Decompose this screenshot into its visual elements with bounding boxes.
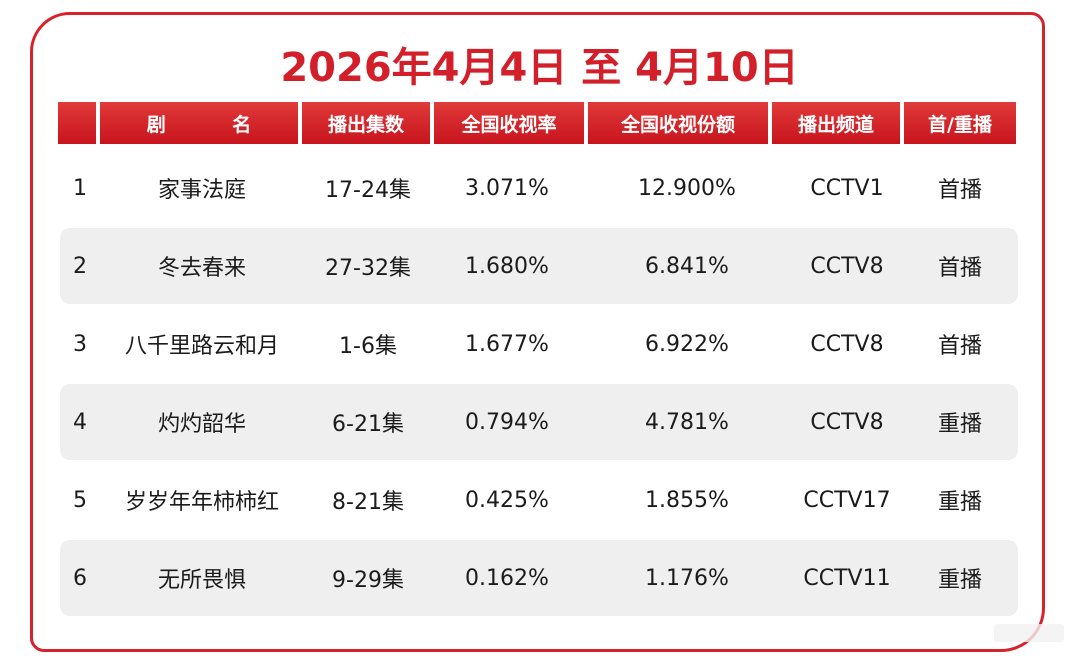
cell-rating: 0.425% xyxy=(465,487,549,513)
cell-share: 12.900% xyxy=(638,175,736,201)
header-rating: 全国收视率 xyxy=(434,102,584,144)
header-name: 剧 名 xyxy=(100,102,298,144)
cell-rank: 4 xyxy=(73,409,87,435)
cell-rating: 1.680% xyxy=(465,253,549,279)
page-title: 2026年4月4日 至 4月10日 xyxy=(280,45,799,91)
cell-rank: 1 xyxy=(73,175,87,201)
cell-name: 无所畏惧 xyxy=(157,568,246,593)
cell-channel: CCTV8 xyxy=(810,331,884,357)
table-row: 3 八千里路云和月 1-6集 1.677% 6.922% CCTV8 首播 xyxy=(60,306,1018,382)
cell-type: 重播 xyxy=(937,568,982,593)
table-body: 1 家事法庭 17-24集 3.071% 12.900% CCTV1 首播 2 … xyxy=(60,150,1018,618)
cell-channel: CCTV11 xyxy=(803,565,891,591)
cell-share: 6.922% xyxy=(645,331,729,357)
cell-rank: 2 xyxy=(73,253,87,279)
watermark xyxy=(994,624,1064,642)
cell-type: 首播 xyxy=(937,334,982,359)
cell-type: 重播 xyxy=(937,490,982,515)
header-episodes: 播出集数 xyxy=(302,102,430,144)
cell-name: 八千里路云和月 xyxy=(124,334,279,359)
cell-rating: 3.071% xyxy=(465,175,549,201)
cell-rank: 5 xyxy=(73,487,87,513)
cell-name: 灼灼韶华 xyxy=(157,412,246,437)
cell-episodes: 9-29集 xyxy=(332,568,404,593)
cell-rank: 3 xyxy=(73,331,87,357)
cell-episodes: 1-6集 xyxy=(339,334,397,359)
header-type: 首/重播 xyxy=(904,102,1016,144)
cell-channel: CCTV1 xyxy=(810,175,884,201)
cell-episodes: 27-32集 xyxy=(325,256,411,281)
cell-rating: 1.677% xyxy=(465,331,549,357)
cell-channel: CCTV17 xyxy=(803,487,891,513)
header-share: 全国收视份额 xyxy=(588,102,768,144)
cell-name: 家事法庭 xyxy=(157,178,246,203)
table-row: 1 家事法庭 17-24集 3.071% 12.900% CCTV1 首播 xyxy=(60,150,1018,226)
cell-type: 首播 xyxy=(937,178,982,203)
cell-rank: 6 xyxy=(73,565,87,591)
header-name-label: 剧 名 xyxy=(146,113,282,136)
cell-episodes: 17-24集 xyxy=(325,178,411,203)
cell-rating: 0.162% xyxy=(465,565,549,591)
cell-type: 重播 xyxy=(937,412,982,437)
cell-name: 冬去春来 xyxy=(157,256,246,281)
cell-share: 6.841% xyxy=(645,253,729,279)
cell-channel: CCTV8 xyxy=(810,409,884,435)
header-rank xyxy=(58,102,96,144)
cell-share: 4.781% xyxy=(645,409,729,435)
table-row: 4 灼灼韶华 6-21集 0.794% 4.781% CCTV8 重播 xyxy=(60,384,1018,460)
cell-episodes: 6-21集 xyxy=(332,412,404,437)
cell-type: 首播 xyxy=(937,256,982,281)
header-channel: 播出频道 xyxy=(772,102,900,144)
table-row: 5 岁岁年年柿柿红 8-21集 0.425% 1.855% CCTV17 重播 xyxy=(60,462,1018,538)
cell-rating: 0.794% xyxy=(465,409,549,435)
cell-share: 1.855% xyxy=(645,487,729,513)
table-row: 6 无所畏惧 9-29集 0.162% 1.176% CCTV11 重播 xyxy=(60,540,1018,616)
cell-share: 1.176% xyxy=(645,565,729,591)
cell-episodes: 8-21集 xyxy=(332,490,404,515)
table-header: 剧 名 播出集数 全国收视率 全国收视份额 播出频道 首/重播 xyxy=(58,102,1020,144)
cell-channel: CCTV8 xyxy=(810,253,884,279)
cell-name: 岁岁年年柿柿红 xyxy=(124,490,279,515)
table-row: 2 冬去春来 27-32集 1.680% 6.841% CCTV8 首播 xyxy=(60,228,1018,304)
